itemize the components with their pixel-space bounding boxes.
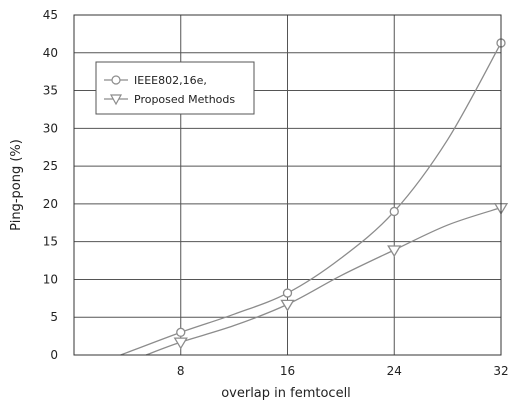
x-tick-label: 32 <box>493 364 508 378</box>
series-ieee80216e <box>120 38 506 356</box>
x-tick-label: 16 <box>280 364 295 378</box>
data-point-circle <box>389 206 399 217</box>
y-axis-title: Ping-pong (%) <box>9 139 24 231</box>
y-tick-label: 10 <box>43 272 58 286</box>
y-tick-label: 15 <box>43 235 58 249</box>
y-tick-labels: 0 5 10 15 20 25 30 35 40 45 <box>43 8 58 362</box>
series-line <box>120 42 502 356</box>
y-tick-label: 35 <box>43 84 58 98</box>
series-line <box>145 207 502 356</box>
data-point-triangle <box>280 299 295 312</box>
x-tick-labels: 8 16 24 32 <box>177 364 509 378</box>
data-point-circle <box>282 288 293 298</box>
y-tick-label: 20 <box>43 197 58 211</box>
legend-box <box>95 61 255 115</box>
legend: IEEE802,16e, Proposed Methods <box>95 61 255 115</box>
y-tick-label: 25 <box>43 159 58 173</box>
series-layer <box>120 38 509 356</box>
x-tick-label: 24 <box>387 364 402 378</box>
plot-frame <box>73 14 502 356</box>
legend-label-proposed: Proposed Methods <box>134 93 235 106</box>
legend-label-ieee: IEEE802,16e, <box>134 74 207 87</box>
data-point-circle <box>176 327 186 337</box>
data-point-triangle <box>387 245 402 258</box>
y-tick-label: 40 <box>43 46 58 60</box>
x-axis-title: overlap in femtocell <box>221 386 351 401</box>
y-tick-label: 0 <box>50 348 58 362</box>
legend-marker-triangle <box>109 94 123 106</box>
series-proposed-methods <box>145 203 509 356</box>
y-tick-label: 30 <box>43 121 58 135</box>
legend-marker-circle <box>111 75 121 85</box>
y-tick-label: 45 <box>43 8 58 22</box>
x-tick-label: 8 <box>177 364 185 378</box>
y-tick-label: 5 <box>50 310 58 324</box>
data-point-triangle <box>173 337 188 350</box>
